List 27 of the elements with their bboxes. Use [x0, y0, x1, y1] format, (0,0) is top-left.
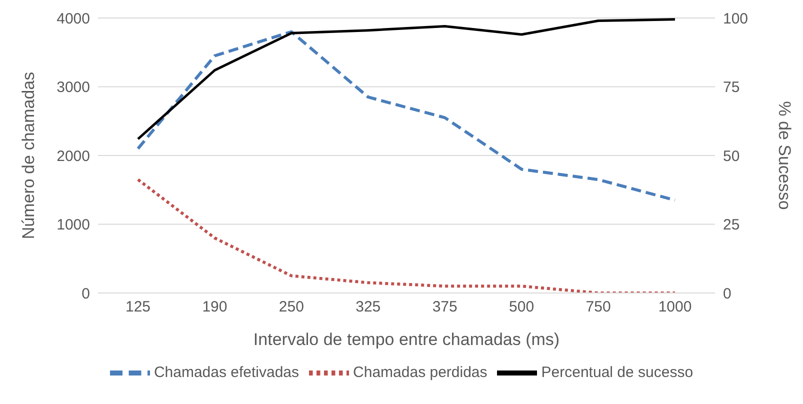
y-tick-label: 1000: [56, 216, 90, 234]
x-tick-label: 190: [202, 298, 228, 316]
line-series: [136, 18, 676, 140]
line-series: [136, 30, 676, 202]
y2-tick-label: 75: [723, 79, 740, 96]
y2-tick-label: 50: [723, 148, 740, 165]
x-tick-label: 125: [125, 298, 151, 316]
y-axis-title: Número de chamadas: [19, 72, 38, 240]
x-tick-label: 500: [509, 298, 534, 316]
y2-tick-label: 25: [723, 216, 740, 234]
legend-label: Percentual de sucesso: [541, 364, 694, 381]
y-tick-label: 0: [82, 285, 90, 302]
x-tick-label: 325: [356, 298, 381, 316]
y2-tick-label: 100: [723, 10, 748, 28]
line-series: [136, 178, 676, 293]
x-tick-label: 250: [278, 298, 304, 316]
y-tick-label: 3000: [56, 79, 90, 96]
legend-label: Chamadas perdidas: [353, 364, 488, 381]
x-tick-label: 1000: [658, 298, 692, 316]
y2-axis-title: % de Sucesso: [774, 101, 794, 210]
legend-label: Chamadas efetivadas: [154, 364, 300, 381]
x-axis-title: Intervalo de tempo entre chamadas (ms): [253, 330, 560, 349]
y-tick-label: 2000: [56, 148, 90, 165]
x-tick-label: 750: [586, 298, 611, 316]
x-tick-label: 375: [432, 298, 458, 316]
y-tick-label: 4000: [56, 10, 90, 28]
y2-tick-label: 0: [723, 285, 732, 302]
